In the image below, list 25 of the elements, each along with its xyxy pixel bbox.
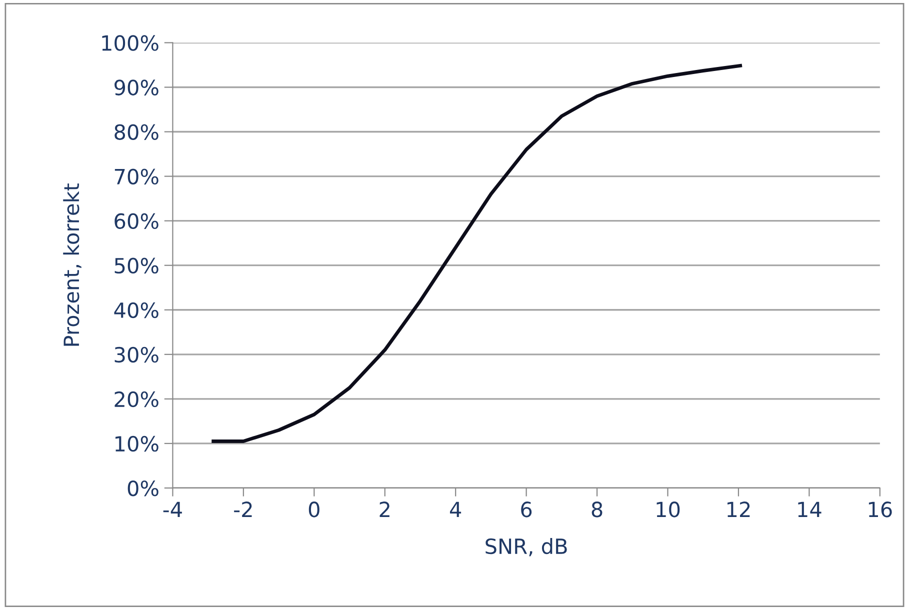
x-tick-label: 12 [728, 502, 750, 518]
x-tick-label: 10 [656, 502, 680, 518]
y-tick-label: 70% [114, 168, 158, 184]
y-tick-label: 0% [128, 480, 158, 496]
x-tick-label: 14 [798, 502, 822, 518]
x-tick-label: 6 [521, 502, 532, 518]
y-tick-label: 90% [114, 80, 158, 96]
y-tick-label: 100% [102, 35, 158, 51]
y-tick-label: 20% [114, 391, 158, 408]
y-tick-label: 30% [114, 346, 158, 363]
x-tick-label: -4 [163, 502, 182, 518]
line-series [210, 64, 744, 443]
y-tick-label: 10% [116, 436, 158, 452]
x-tick-label: 16 [868, 502, 892, 518]
x-tick-label: 0 [308, 502, 320, 518]
x-tick-label: -2 [234, 502, 252, 518]
y-axis-title: Prozent, korrekt [63, 183, 82, 346]
x-tick-label: 4 [450, 502, 462, 518]
y-tick-label: 60% [114, 213, 158, 230]
y-tick-label: 50% [114, 258, 158, 274]
x-axis-title: SNR, dB [486, 538, 567, 556]
x-tick-label: 2 [380, 502, 390, 518]
x-tick-label: 8 [592, 502, 602, 518]
y-tick-label: 40% [114, 302, 158, 318]
y-tick-label: 80% [114, 124, 158, 140]
